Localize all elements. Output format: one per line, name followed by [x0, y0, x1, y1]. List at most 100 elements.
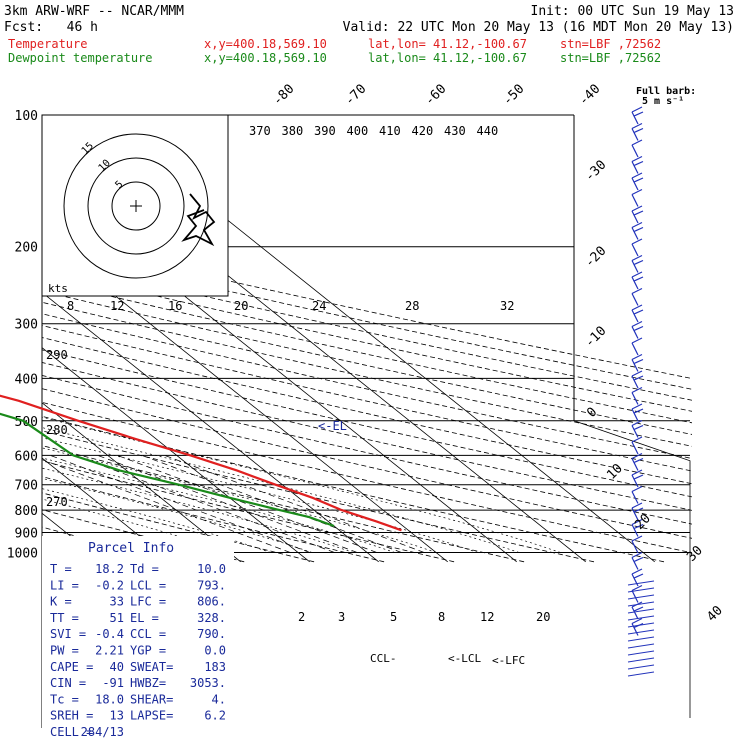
wind-barb-flag: [631, 452, 643, 460]
dry-adiabat: [42, 349, 692, 498]
parcel-info-cell: CAPE =: [50, 660, 93, 674]
wind-barb-low: [627, 580, 655, 586]
wind-barb-flag: [631, 271, 643, 278]
parcel-info-bg: [42, 536, 234, 730]
wind-barb-low: [627, 622, 655, 628]
hodograph-trace: [181, 193, 216, 247]
wind-barb-flag: [633, 226, 644, 233]
init-time: Init: 00 UTC Sun 19 May 13: [531, 4, 735, 19]
theta-e-label: 430: [444, 124, 466, 138]
theta-e-label: 370: [249, 124, 271, 138]
wind-barb-flag: [631, 287, 643, 295]
wind-barb: [631, 122, 644, 141]
wind-barb-flag: [633, 210, 644, 216]
dry-adiabat: [42, 526, 175, 563]
parcel-info-cell: 18.2: [95, 562, 124, 576]
wind-barb-staff: [631, 144, 639, 158]
theta-e-label: 410: [379, 124, 401, 138]
theta-e-label: 420: [412, 124, 434, 138]
full-barb-unit: 5 m s⁻¹: [642, 96, 684, 107]
parcel-info-cell: 0.0: [204, 644, 226, 658]
wind-barb: [631, 205, 644, 224]
parcel-info-cell: YGP =: [130, 644, 166, 658]
wind-barb: [631, 436, 643, 455]
mixing-ratio-label-top: 28: [405, 299, 419, 313]
ccl-marker: CCL-: [370, 652, 397, 665]
wind-barb: [631, 485, 643, 504]
mixing-ratio-line: [50, 455, 310, 553]
dewpoint-xy: x,y=400.18,569.10: [204, 51, 327, 65]
wind-barb-flag: [633, 556, 644, 563]
wind-barb: [631, 172, 644, 191]
parcel-info-cell: TT =: [50, 611, 79, 625]
mixing-ratio-line: [117, 455, 377, 553]
wind-barb: [631, 254, 644, 273]
isotherm-label-right: 40: [704, 603, 726, 625]
wind-barb: [631, 452, 644, 471]
dewpoint-trace: [0, 412, 335, 528]
parcel-info-cell: 40: [110, 660, 124, 674]
mixing-ratio-label-bottom: 2: [298, 610, 305, 624]
wind-barb-flag: [631, 469, 643, 476]
mixing-ratio-label-bottom: 3: [338, 610, 345, 624]
dry-adiabat: [42, 430, 595, 563]
hodograph-units: kts: [48, 282, 68, 295]
wind-barb-flag: [631, 485, 643, 493]
wind-barb-flag: [631, 337, 643, 344]
wind-barb: [631, 221, 644, 240]
mixing-ratio-label-top: 16: [168, 299, 182, 313]
wind-barb: [631, 518, 644, 537]
lfc-marker: <-LFC: [492, 654, 525, 667]
hodograph-ring: [111, 181, 161, 231]
dewpoint-station: stn=LBF ,72562: [560, 51, 661, 65]
wind-barb: [631, 370, 644, 389]
wind-barb-staff: [631, 458, 639, 471]
wind-barb-flag: [631, 221, 643, 229]
wind-barb: [631, 584, 643, 603]
wind-barb-flag: [631, 155, 643, 163]
parcel-info-cell: 3053.: [190, 676, 226, 690]
temperature-station: stn=LBF ,72562: [560, 37, 661, 51]
wind-barb-flag: [631, 436, 643, 443]
pressure-label: 100: [15, 109, 38, 124]
wind-barb: [631, 238, 643, 257]
dry-adiabat: [42, 325, 692, 472]
wind-barb-flag: [633, 325, 644, 332]
moist-adiabat: [42, 498, 230, 553]
wind-barb-low: [627, 594, 655, 600]
theta-e-label: 390: [314, 124, 336, 138]
isotherm-label-top: -50: [500, 82, 527, 109]
el-marker: <-EL: [318, 419, 347, 433]
mixing-ratio-label-bottom: 5: [390, 610, 397, 624]
dewpoint-legend: Dewpoint temperature: [8, 51, 153, 65]
wind-barb: [631, 337, 643, 356]
wind-barb-flag: [633, 160, 644, 167]
parcel-info-cell: SWEAT=: [130, 660, 173, 674]
wind-barb-staff: [631, 623, 639, 636]
wind-barb: [631, 535, 643, 554]
wind-barb-flag: [633, 606, 644, 612]
wind-barb-staff: [631, 474, 639, 488]
parcel-info-cell: 51: [110, 611, 124, 625]
parcel-info-cell: 10.0: [197, 562, 226, 576]
wind-barb: [631, 551, 644, 570]
wind-barb-flag: [631, 403, 643, 410]
wind-barb-flag: [633, 111, 644, 117]
parcel-info-cell: CIN =: [50, 676, 86, 690]
wind-barb-staff: [631, 606, 639, 620]
isotherm-label-top: -70: [342, 82, 369, 109]
temperature-xy: x,y=400.18,569.10: [204, 37, 327, 51]
wind-barb-flag: [631, 353, 643, 361]
wind-barb-low: [627, 671, 655, 677]
wind-barb: [631, 155, 644, 174]
wind-barb: [631, 271, 644, 290]
dewpoint-latlon: lat,lon= 41.12,-100.67: [368, 51, 527, 65]
wind-barb-staff: [631, 210, 639, 224]
wind-barb-flag: [631, 106, 643, 113]
parcel-info-cell: 806.: [197, 595, 226, 609]
wind-barb-flag: [631, 254, 643, 262]
wind-barb-flag: [631, 518, 643, 526]
isotherm-label-right: -30: [582, 158, 609, 185]
isotherm-label-top: -80: [270, 82, 297, 109]
